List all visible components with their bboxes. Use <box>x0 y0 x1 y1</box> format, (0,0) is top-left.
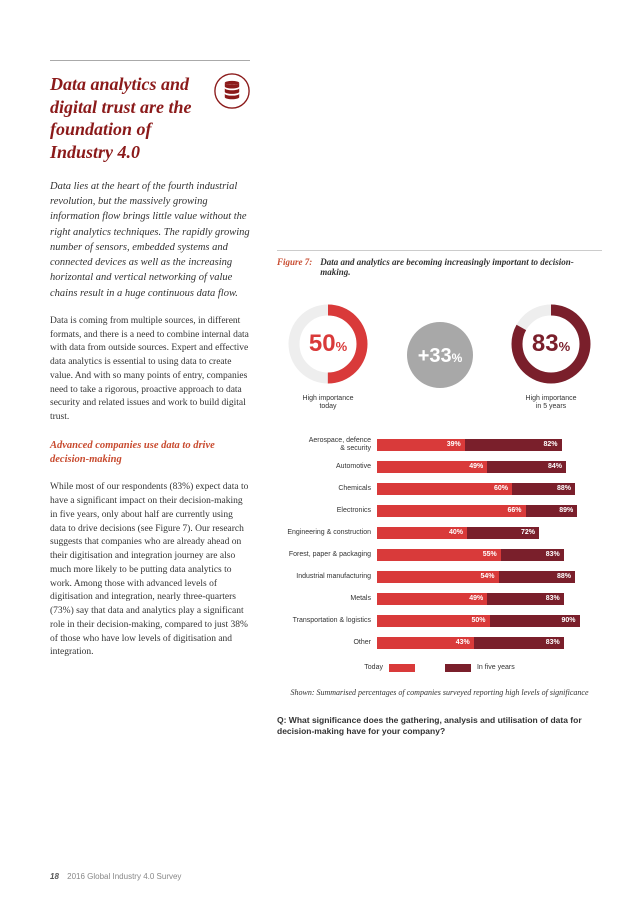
bar-today: 49% <box>377 593 487 605</box>
donut-delta-svg: +33% <box>404 319 476 391</box>
donut-today-caption: High importancetoday <box>285 395 371 412</box>
donut-delta: +33% <box>404 319 476 393</box>
bar-row: Aerospace, defence& security82%39% <box>277 434 602 456</box>
bar-today: 49% <box>377 461 487 473</box>
footer-title: 2016 Global Industry 4.0 Survey <box>67 872 181 881</box>
subhead: Advanced companies use data to drive dec… <box>50 439 250 467</box>
bar-row: Engineering & construction72%40% <box>277 522 602 544</box>
bar-today: 40% <box>377 527 467 539</box>
bar-row: Forest, paper & packaging83%55% <box>277 544 602 566</box>
bar-track: 89%66% <box>377 505 602 517</box>
figure-column: Figure 7: Data and analytics are becomin… <box>277 250 602 738</box>
database-icon <box>214 73 250 109</box>
bar-label: Transportation & logistics <box>277 617 377 625</box>
bar-row: Electronics89%66% <box>277 500 602 522</box>
donut-row: 50% High importancetoday +33% 83% High i… <box>277 301 602 412</box>
bar-row: Automotive84%49% <box>277 456 602 478</box>
bar-label: Metals <box>277 595 377 603</box>
bar-label: Chemicals <box>277 485 377 493</box>
bar-track: 82%39% <box>377 439 602 451</box>
page-number: 18 <box>50 872 59 881</box>
svg-text:83%: 83% <box>532 330 571 357</box>
figure-label: Figure 7: <box>277 257 312 277</box>
bar-label: Automotive <box>277 463 377 471</box>
body-paragraph-2: While most of our respondents (83%) expe… <box>50 481 250 660</box>
left-column: Data analytics and digital trust are the… <box>50 60 250 660</box>
bar-label: Industrial manufacturing <box>277 573 377 581</box>
bar-today: 54% <box>377 571 499 583</box>
donut-future: 83% High importancein 5 years <box>508 301 594 412</box>
legend-today: Today <box>364 664 415 672</box>
chart-legend: Today In five years <box>277 664 602 672</box>
bar-label: Aerospace, defence& security <box>277 437 377 452</box>
bar-row: Industrial manufacturing88%54% <box>277 566 602 588</box>
page-footer: 18 2016 Global Industry 4.0 Survey <box>50 872 181 881</box>
bar-track: 72%40% <box>377 527 602 539</box>
bar-today: 55% <box>377 549 501 561</box>
bar-today: 60% <box>377 483 512 495</box>
bar-row: Metals83%49% <box>277 588 602 610</box>
intro-paragraph: Data lies at the heart of the fourth ind… <box>50 179 250 301</box>
legend-future-swatch <box>445 664 471 672</box>
bar-today: 39% <box>377 439 465 451</box>
donut-future-caption: High importancein 5 years <box>508 395 594 412</box>
bar-today: 43% <box>377 637 474 649</box>
headline: Data analytics and digital trust are the… <box>50 73 200 163</box>
bar-label: Electronics <box>277 507 377 515</box>
legend-today-swatch <box>389 664 415 672</box>
bar-track: 88%54% <box>377 571 602 583</box>
figure-question: Q: What significance does the gathering,… <box>277 715 602 738</box>
figure-header: Figure 7: Data and analytics are becomin… <box>277 250 602 277</box>
svg-text:50%: 50% <box>309 330 348 357</box>
bar-row: Chemicals88%60% <box>277 478 602 500</box>
legend-future: In five years <box>445 664 515 672</box>
bar-track: 84%49% <box>377 461 602 473</box>
shown-note: Shown: Summarised percentages of compani… <box>277 688 602 697</box>
bar-track: 90%50% <box>377 615 602 627</box>
legend-today-label: Today <box>364 664 383 671</box>
bar-track: 83%55% <box>377 549 602 561</box>
bar-label: Engineering & construction <box>277 529 377 537</box>
bar-row: Other83%43% <box>277 632 602 654</box>
bar-today: 66% <box>377 505 526 517</box>
bar-label: Forest, paper & packaging <box>277 551 377 559</box>
bar-label: Other <box>277 639 377 647</box>
bar-row: Transportation & logistics90%50% <box>277 610 602 632</box>
bar-chart: Aerospace, defence& security82%39%Automo… <box>277 434 602 654</box>
donut-today: 50% High importancetoday <box>285 301 371 412</box>
donut-future-svg: 83% <box>508 301 594 387</box>
figure-title: Data and analytics are becoming increasi… <box>320 257 602 277</box>
bar-track: 88%60% <box>377 483 602 495</box>
legend-future-label: In five years <box>477 664 515 671</box>
bar-today: 50% <box>377 615 490 627</box>
bar-track: 83%43% <box>377 637 602 649</box>
body-paragraph-1: Data is coming from multiple sources, in… <box>50 315 250 425</box>
donut-today-svg: 50% <box>285 301 371 387</box>
headline-wrap: Data analytics and digital trust are the… <box>50 60 250 163</box>
bar-track: 83%49% <box>377 593 602 605</box>
